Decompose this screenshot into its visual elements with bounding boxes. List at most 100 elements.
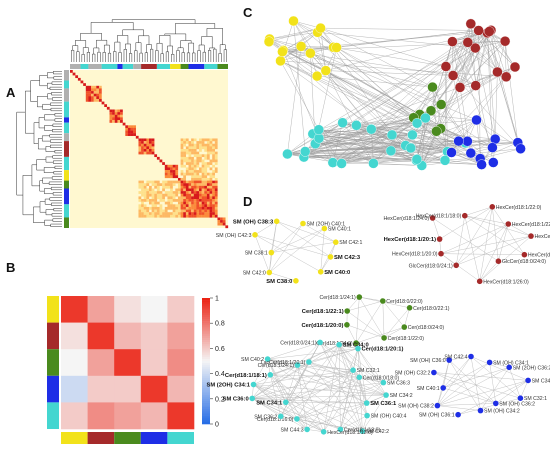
colorbar-step (202, 371, 210, 374)
heatmap-cell (199, 175, 202, 179)
heatmap-cell (167, 185, 171, 189)
cluster-edge (267, 348, 359, 360)
network-edge (445, 66, 476, 86)
dendrogram-branch (150, 48, 154, 62)
colorbar-step (202, 384, 210, 387)
heatmap-cell (91, 85, 94, 89)
heatmap-cell (214, 159, 218, 163)
dendrogram-branch (186, 52, 191, 62)
heatmap-cell (201, 172, 205, 176)
heatmap-cell (149, 199, 152, 202)
heatmap-cell (204, 149, 208, 152)
node-label: Cer(d18:1/24:1) (258, 363, 295, 369)
group-matrix-cell (140, 402, 168, 430)
group-color-cyan (47, 402, 59, 429)
heatmap-cell (149, 193, 152, 197)
panel-letter-d: D (243, 194, 252, 209)
group-matrix-cell (61, 296, 88, 323)
heatmap-cell (112, 114, 115, 118)
heatmap-cell (167, 191, 171, 194)
cluster-edge (492, 206, 499, 262)
heatmap-cell (149, 149, 152, 152)
node-label: SM (2OH) C34:1 (207, 383, 251, 389)
heatmap-cell (185, 214, 189, 218)
heatmap-cell (109, 117, 113, 121)
heatmap-cell (191, 138, 194, 142)
dendrogram-branch (118, 52, 122, 62)
cluster-edge (382, 300, 405, 328)
heatmap-cell (164, 183, 168, 187)
cluster-edge (437, 403, 496, 406)
cluster-edge (252, 370, 354, 399)
heatmap-cell (185, 172, 189, 176)
cluster-edge (439, 206, 493, 240)
heatmap-cell (185, 138, 189, 142)
dendrogram-branch (53, 71, 62, 75)
heatmap-cell (149, 143, 152, 147)
heatmap-cell (212, 201, 215, 205)
heatmap-cell (193, 172, 197, 176)
heatmap-cell (191, 172, 194, 176)
heatmap-cell (143, 196, 147, 200)
network-node-blue (487, 142, 498, 153)
heatmap-cell (177, 199, 181, 202)
cluster-edge (297, 365, 324, 432)
heatmap-cell (191, 201, 194, 205)
dendrogram-branch (188, 42, 195, 53)
cluster-edge (359, 296, 385, 339)
heatmap-cell (159, 199, 163, 202)
cluster-node-cyan (363, 400, 370, 406)
cluster-node-cyan (380, 379, 387, 386)
cluster-node-yellow (273, 218, 280, 225)
cluster-edge (252, 398, 281, 417)
network-node-red (462, 37, 473, 48)
group-matrix-cell (114, 296, 142, 323)
dendrogram-branch (209, 47, 216, 51)
heatmap-cell (206, 206, 210, 210)
heatmap-cell (175, 209, 179, 213)
dendrogram-branch (51, 213, 62, 217)
network-edge (280, 60, 507, 78)
heatmap-cell (201, 193, 205, 197)
node-label: SM C42:1 (339, 240, 362, 246)
heatmap-cell (188, 154, 192, 158)
heatmap-cell (204, 156, 208, 160)
dendrogram-branch (53, 208, 62, 212)
heatmap-cell (154, 154, 158, 158)
cluster-edge (440, 253, 457, 266)
colorbar-step (202, 361, 210, 364)
cluster-node-red (453, 262, 460, 269)
cluster-edge (267, 358, 387, 396)
cluster-edge (479, 206, 493, 282)
cluster-edge (347, 296, 360, 312)
network-edge (268, 41, 459, 142)
heatmap-cell (196, 209, 200, 213)
heatmap-cell (214, 162, 218, 165)
dendrogram-branch (102, 52, 106, 62)
dendrogram-branch (96, 39, 108, 48)
dendrogram-branch (42, 103, 51, 110)
heatmap-cell (164, 201, 168, 205)
network-edge (390, 123, 418, 151)
cluster-node-yellow (321, 225, 328, 232)
network-edge (452, 41, 461, 88)
panel-letter-a: A (6, 85, 16, 100)
cluster-edge (464, 215, 509, 225)
heatmap-cell (217, 222, 221, 226)
heatmap-cell (183, 154, 187, 158)
heatmap-cell (151, 180, 155, 184)
colorbar-step (202, 302, 210, 305)
cluster-edge (464, 215, 525, 255)
heatmap-cell (141, 149, 144, 152)
group-color-red (87, 432, 115, 444)
heatmap-cell (156, 191, 160, 194)
cluster-edge (464, 215, 480, 282)
heatmap-cell (138, 191, 142, 194)
dendrogram-branch (156, 42, 163, 54)
colorbar-step (202, 413, 210, 416)
heatmap-cell (180, 177, 184, 181)
heatmap-cell (201, 167, 205, 171)
heatmap-cell (172, 183, 176, 187)
network-node-red (484, 26, 495, 37)
panel-c-network (263, 15, 526, 171)
